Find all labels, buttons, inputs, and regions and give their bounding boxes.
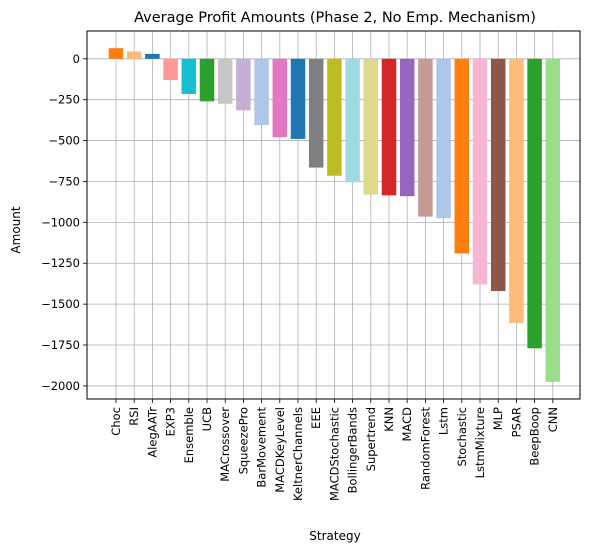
x-tick-label: LstmMixture [473,407,487,478]
x-tick-label: EEE [309,407,323,429]
x-tick-label: BarMovement [255,407,269,488]
bar-barmovement [254,58,269,126]
bar-bollingerbands [345,58,360,183]
bar-mlp [490,58,506,292]
bar-lstm [436,58,451,219]
bar-keltnerchannels [290,58,306,139]
x-tick-label: MLP [491,407,505,430]
x-tick-label: CNN [546,407,560,432]
y-tick-label: −1250 [41,256,80,270]
x-tick-label: BeepBoop [528,407,542,466]
y-tick-label: −250 [48,93,80,107]
chart-title: Average Profit Amounts (Phase 2, No Emp.… [134,10,536,26]
y-axis-label: Amount [9,206,23,253]
bar-psar [509,58,524,323]
y-axis-ticks: 0 −250 −500 −750 −1000 −1250 −1500 −1750 −2000 [41,52,87,393]
bar-ensemble [181,58,197,94]
x-tick-label: RSI [127,407,141,426]
bar-rsi [126,51,142,59]
x-tick-label: SqueezePro [236,407,250,474]
plot-frame [86,30,581,400]
bar-macd [399,58,415,197]
x-tick-label: EXP3 [164,407,178,436]
y-tick-label: −1500 [41,297,80,311]
y-tick-label: −500 [48,134,80,148]
bar-lstmmixture [472,58,488,285]
x-tick-label: Stochastic [455,407,469,467]
x-axis-ticks: Choc RSI AlegAATr EXP3 Ensemble UCB MACrossove… [109,399,560,501]
bar-exp3 [163,58,178,81]
x-tick-label: Lstm [437,407,451,435]
x-tick-label: BollingerBands [346,407,360,493]
x-tick-label: MACDKeyLevel [273,407,287,493]
x-axis-label: Strategy [309,529,360,543]
x-tick-label: Choc [109,407,123,436]
x-tick-label: Supertrend [364,407,378,471]
y-tick-label: −1750 [41,338,80,352]
bar-macdkeylevel [272,58,288,138]
bar-alegaatr [145,53,160,59]
grid [87,31,580,399]
y-tick-label: −1000 [41,215,80,229]
bar-macdstochastic [327,58,342,176]
x-tick-label: RandomForest [418,407,432,490]
x-tick-label: PSAR [509,407,523,437]
x-tick-label: Ensemble [182,407,196,463]
x-tick-label: AlegAATr [145,407,159,458]
bar-randomforest [418,58,433,217]
bar-supertrend [363,58,379,195]
bar-beepboop [527,58,542,349]
bar-macrossover [217,58,233,104]
y-tick-label: −2000 [41,379,80,393]
bar-ucb [199,58,215,102]
x-tick-label: KeltnerChannels [291,407,305,501]
x-tick-label: MACD [400,407,414,442]
x-tick-label: UCB [200,407,214,431]
bar-choc [108,48,124,59]
bar-cnn [545,58,561,382]
bar-knn [381,58,397,196]
bar-stochastic [454,58,470,254]
bar-eee [308,58,324,168]
bar-squeezepro [236,58,251,111]
x-tick-label: KNN [382,407,396,432]
bars [108,48,561,382]
y-tick-label: −750 [48,174,80,188]
y-tick-label: 0 [73,52,80,66]
x-tick-label: MACrossover [218,407,232,482]
x-tick-label: MACDStochastic [327,407,341,501]
